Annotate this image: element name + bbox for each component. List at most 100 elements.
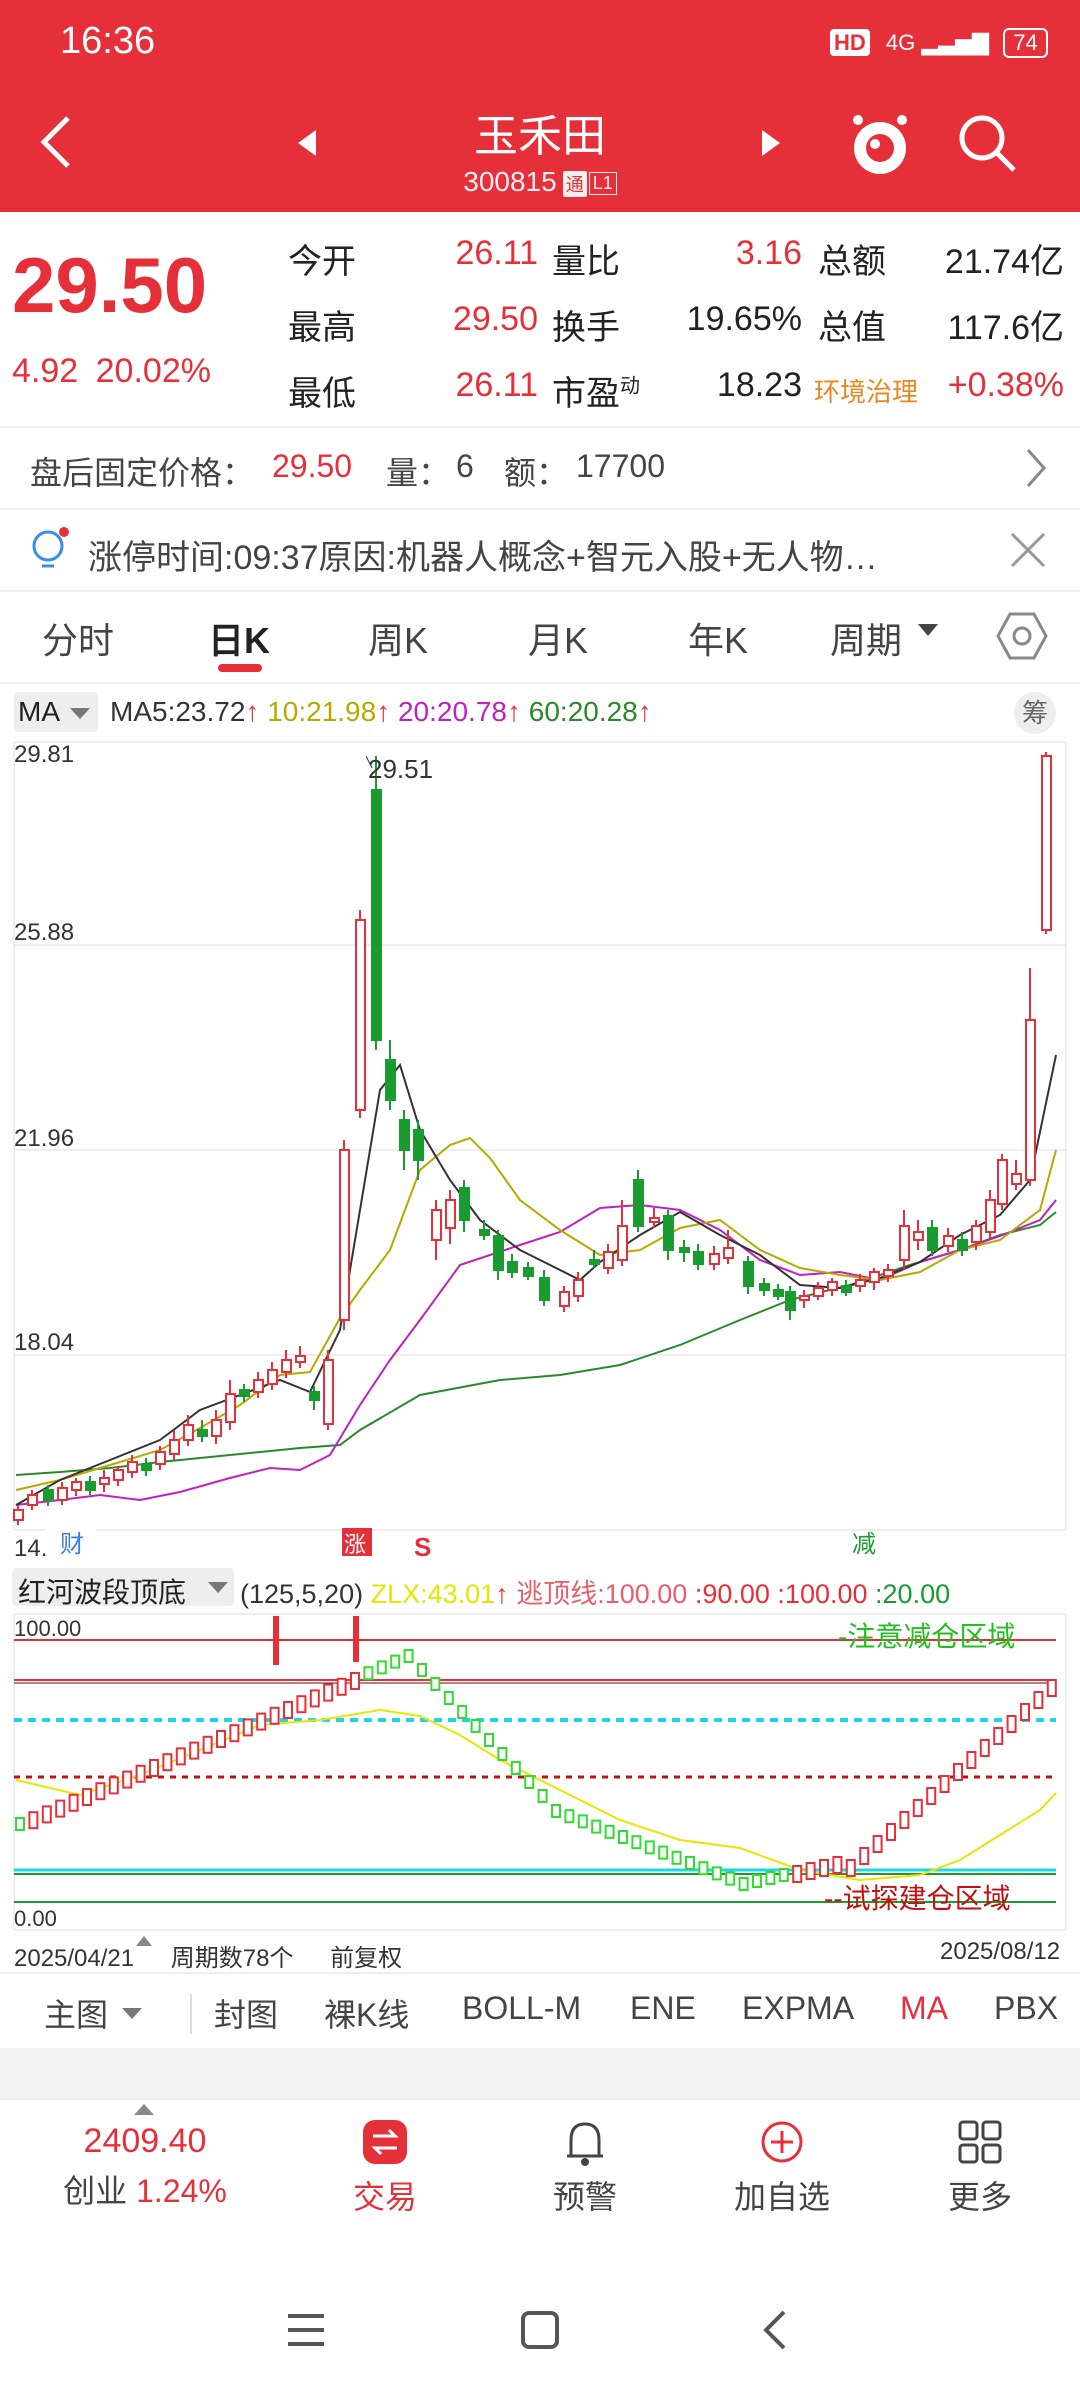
marker-limitup[interactable]: 涨 (344, 1532, 366, 1557)
expand-icon[interactable] (134, 1934, 154, 1948)
candle-body (573, 1279, 584, 1297)
indicator-bar (470, 1719, 481, 1733)
tab-expma[interactable]: EXPMA (742, 1990, 855, 2026)
tab-boll-m[interactable]: BOLL-M (462, 1990, 582, 2026)
close-icon[interactable] (1008, 530, 1048, 570)
indicator-bar (805, 1862, 816, 1880)
label-amount: 总额 (818, 243, 886, 281)
system-back-icon[interactable] (760, 2308, 788, 2352)
add-circle-icon (761, 2121, 803, 2163)
sector-change: +0.38% (947, 366, 1064, 404)
tab-naked-k[interactable]: 裸K线 (324, 1997, 410, 2033)
spacer-band (0, 2048, 1080, 2098)
indicator-bar (108, 1776, 119, 1795)
limit-up-notice[interactable]: 涨停时间:09:37原因:机器人概念+智元入股+无人物… (0, 510, 1080, 590)
indicator-bar (926, 1787, 937, 1805)
mascot-icon[interactable] (848, 110, 912, 180)
value-pe: 18.23 (716, 366, 802, 404)
indicator-bar (135, 1764, 146, 1783)
home-icon[interactable] (520, 2310, 560, 2350)
tab-timeshare[interactable]: 分时 (42, 620, 115, 661)
after-hours-row[interactable]: 盘后固定价格： 29.50 量： 6 额： 17700 (0, 428, 1080, 508)
back-icon[interactable] (36, 112, 76, 172)
ma60-value: 60:20.28 (528, 696, 638, 727)
candles (13, 752, 1052, 1525)
tab-main-chart[interactable]: 主图 (44, 1997, 109, 2033)
kline-chart[interactable]: 29.81 25.88 21.96 18.04 14.11 29.51 财 涨 … (0, 736, 1080, 1560)
candle-body (957, 1239, 968, 1251)
tab-ene[interactable]: ENE (630, 1990, 696, 2026)
tab-period[interactable]: 周期 (830, 620, 903, 661)
adjust-mode[interactable]: 前复权 (330, 1945, 403, 1972)
marker-reduce[interactable]: 减 (852, 1531, 876, 1558)
candle-body (997, 1159, 1008, 1205)
candle-body (339, 1149, 350, 1321)
candle-body (399, 1119, 410, 1151)
prev-stock-icon[interactable] (296, 128, 320, 158)
candle-body (617, 1225, 628, 1261)
indicator-bar (350, 1672, 360, 1690)
after-hours-price: 29.50 (272, 448, 353, 484)
sector-name[interactable]: 环境治理 (814, 377, 919, 407)
chevron-down-icon (122, 2008, 142, 2019)
tab-pbx[interactable]: PBX (994, 1990, 1059, 2026)
next-stock-icon[interactable] (758, 128, 782, 158)
candle-body (445, 1199, 456, 1229)
candle-body (85, 1481, 96, 1491)
label-market-cap: 总值 (818, 309, 886, 347)
candle-body (709, 1253, 720, 1265)
candle-body (71, 1481, 82, 1491)
chevron-down-icon (70, 708, 90, 719)
index-ticker[interactable]: 2409.40 创业 1.24% (20, 2100, 270, 2220)
trade-label: 交易 (352, 2179, 417, 2215)
indicator-bar (122, 1770, 133, 1789)
tab-daily-k[interactable]: 日K (208, 620, 270, 661)
indicator-bar (658, 1845, 669, 1860)
tab-fengtu[interactable]: 封图 (214, 1997, 279, 2033)
battery-icon: 74 (1003, 28, 1048, 58)
status-icons: HD 4G ▂▃▅▇ 74 (830, 28, 1048, 58)
candle-body (899, 1225, 910, 1261)
signal-text: 4G (885, 30, 916, 55)
chip-distribution-button[interactable]: 筹 (1014, 692, 1056, 734)
marker-finance[interactable]: 财 (60, 1531, 84, 1558)
indicator-name: 红河波段顶底 (18, 1577, 187, 1608)
candle-body (589, 1259, 600, 1265)
chart-grid (13, 741, 1067, 1531)
menu-icon[interactable] (286, 2312, 326, 2348)
tab-ma[interactable]: MA (900, 1990, 948, 2026)
marker-box (46, 1528, 96, 1556)
tab-yearly-k[interactable]: 年K (688, 620, 749, 661)
indicator-bar (698, 1861, 709, 1876)
value-vol-ratio: 3.16 (735, 234, 802, 272)
settings-hex-icon[interactable] (996, 610, 1048, 662)
ma-selector[interactable]: MA (14, 692, 98, 732)
indicator-chart[interactable]: 100.00 0.00 -注意减仓区域 --试探建仓区域 (0, 1610, 1080, 1936)
indicator-100: :100.00 (777, 1579, 868, 1609)
candle-body (883, 1269, 894, 1277)
more-button[interactable]: 更多 (930, 2120, 1030, 2220)
indicator-selector[interactable]: 红河波段顶底 (12, 1568, 234, 1608)
candle-body (539, 1277, 550, 1301)
candle-body (759, 1283, 770, 1291)
tab-weekly-k[interactable]: 周K (368, 620, 429, 661)
indicator-bar (457, 1705, 468, 1719)
marker-s[interactable]: S (414, 1532, 431, 1560)
add-watchlist-button[interactable]: 加自选 (722, 2120, 842, 2220)
chevron-right-icon (1026, 449, 1047, 487)
indicator-bar (671, 1850, 682, 1865)
candle-body (113, 1469, 124, 1481)
label-low: 最低 (288, 375, 356, 413)
search-icon[interactable] (956, 112, 1020, 176)
tab-monthly-k[interactable]: 月K (528, 620, 589, 661)
candle-body (649, 1217, 660, 1223)
indicator-bar (403, 1649, 414, 1663)
candle-body (743, 1261, 754, 1287)
trade-button[interactable]: 交易 (330, 2120, 440, 2220)
stock-code: 300815 (463, 166, 557, 197)
indicator-bar (363, 1666, 374, 1681)
alert-button[interactable]: 预警 (530, 2120, 640, 2220)
label-turnover: 换手 (552, 309, 620, 347)
indicator-90: :90.00 (694, 1579, 770, 1609)
indicator-bar (618, 1830, 628, 1844)
